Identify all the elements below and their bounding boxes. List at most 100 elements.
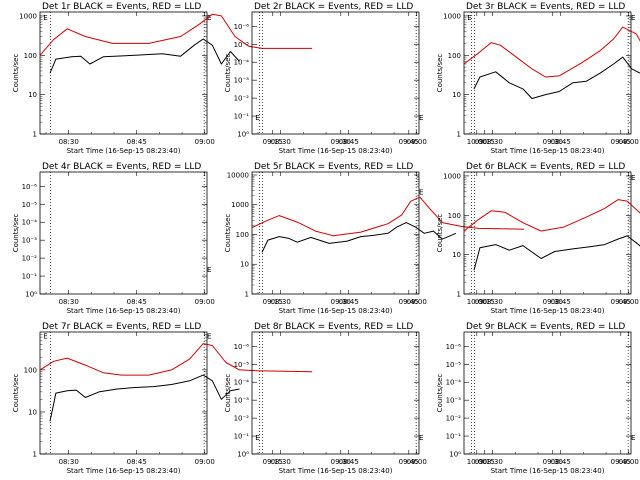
y-tick-label: 100: [24, 52, 37, 60]
y-tick-label: 10⁻⁵: [234, 361, 250, 369]
x-tick-label: 09:45: [611, 298, 631, 306]
y-tick-label: 10: [452, 91, 461, 99]
x-tick-label: 09:45: [399, 298, 419, 306]
y-tick-label: 10⁻⁴: [234, 59, 250, 67]
x-tick-label: 08:30: [271, 458, 291, 466]
panel-title: Det 2r BLACK = Events, RED = LLD: [254, 2, 413, 12]
x-tick-label: 09:30: [331, 458, 351, 466]
x-tick-label: 09:00: [619, 138, 639, 146]
y-tick-label: 10⁻²: [22, 255, 38, 263]
y-tick-label: 10⁻⁶: [22, 183, 38, 191]
energy-marker-label: E: [419, 189, 423, 197]
y-tick-label: 1000: [443, 12, 461, 20]
y-axis-label: Counts/sec: [436, 54, 444, 93]
x-tick-label: 09:00: [407, 458, 427, 466]
plot-frame: [463, 11, 632, 135]
chart-panel-5: Det 5r BLACK = Events, RED = LLD 08:30 08:…: [224, 162, 631, 315]
y-tick-label: 10⁻³: [234, 397, 250, 405]
x-tick-label: 10:00: [467, 138, 487, 146]
plot-frame: [251, 11, 420, 135]
energy-marker-label: E: [419, 434, 423, 442]
y-tick-label: 10⁻⁴: [446, 379, 462, 387]
y-tick-label: 100: [448, 52, 461, 60]
panel-title: Det 5r BLACK = Events, RED = LLD: [254, 162, 413, 172]
plot-frame: [251, 171, 420, 295]
x-tick-label: 09:00: [407, 298, 427, 306]
plot-frame: [463, 331, 632, 455]
x-tick-label: 08:45: [339, 458, 359, 466]
y-tick-label: 10⁻⁵: [446, 361, 462, 369]
event-rate-line: [261, 222, 457, 253]
x-tick-label: 09:15: [263, 458, 283, 466]
y-tick-label: 1: [33, 131, 37, 139]
y-tick-label: 10⁰: [237, 451, 249, 459]
x-tick-label: 08:30: [483, 458, 503, 466]
x-tick-label: 09:30: [543, 458, 563, 466]
x-tick-label: 09:45: [611, 458, 631, 466]
y-tick-label: 10⁻⁴: [22, 219, 38, 227]
panel-title: Det 3r BLACK = Events, RED = LLD: [466, 2, 625, 12]
y-tick-label: 10⁰: [449, 451, 461, 459]
y-tick-label: 100: [236, 231, 249, 239]
x-tick-label: 09:00: [195, 458, 215, 466]
y-tick-label: 10⁻²: [234, 95, 250, 103]
x-tick-label: 09:00: [195, 298, 215, 306]
x-tick-label: 09:30: [543, 298, 563, 306]
plot-frame: [39, 171, 208, 295]
energy-marker-label: E: [467, 14, 471, 22]
event-rate-line: [49, 38, 240, 74]
chart-panel-2: Det 2r BLACK = Events, RED = LLD 08:30 08:…: [224, 2, 631, 155]
y-tick-label: 10: [28, 91, 37, 99]
energy-marker-label: E: [419, 114, 423, 122]
x-tick-label: 09:15: [475, 298, 495, 306]
y-tick-label: 1: [33, 451, 37, 459]
y-tick-label: 10⁻⁶: [234, 343, 250, 351]
x-axis-label: Start Time (16-Sep-15 08:23:40): [279, 467, 393, 475]
x-tick-label: 10:00: [467, 458, 487, 466]
lld-rate-line: [463, 199, 640, 232]
y-tick-label: 10⁻²: [446, 415, 462, 423]
y-tick-label: 1000: [19, 12, 37, 20]
panel-title: Det 6r BLACK = Events, RED = LLD: [466, 162, 625, 172]
y-axis-label: Counts/sec: [224, 54, 232, 93]
x-tick-label: 08:30: [59, 138, 79, 146]
x-tick-label: 09:30: [331, 138, 351, 146]
y-tick-label: 10⁻⁵: [234, 41, 250, 49]
x-tick-label: 09:15: [263, 138, 283, 146]
x-axis-label: Start Time (16-Sep-15 08:23:40): [491, 147, 605, 155]
panel-title: Det 9r BLACK = Events, RED = LLD: [466, 322, 625, 332]
energy-marker-label: E: [43, 332, 47, 340]
x-tick-label: 08:45: [127, 298, 147, 306]
y-tick-label: 10⁻³: [22, 237, 38, 245]
y-tick-label: 10⁻¹: [234, 113, 250, 121]
y-tick-label: 10⁻³: [234, 77, 250, 85]
chart-panel-4: Det 4r BLACK = Events, RED = LLD 08:30 08:…: [12, 162, 487, 315]
energy-marker-label: E: [255, 114, 259, 122]
lld-rate-line: [251, 196, 525, 237]
x-tick-label: 09:00: [407, 138, 427, 146]
y-tick-label: 10⁻³: [446, 397, 462, 405]
y-tick-label: 10⁰: [237, 131, 249, 139]
chart-panel-8: Det 8r BLACK = Events, RED = LLD 08:30 08:…: [224, 322, 631, 475]
plot-frame: [251, 331, 420, 455]
plot-frame: [39, 11, 208, 135]
y-tick-label: 100: [448, 212, 461, 220]
x-tick-label: 09:00: [195, 138, 215, 146]
x-tick-label: 09:45: [611, 138, 631, 146]
x-tick-label: 10:00: [467, 298, 487, 306]
panel-title: Det 4r BLACK = Events, RED = LLD: [42, 162, 201, 172]
y-axis-label: Counts/sec: [12, 374, 20, 413]
x-tick-label: 08:30: [59, 458, 79, 466]
x-tick-label: 09:00: [619, 298, 639, 306]
x-tick-label: 08:30: [483, 138, 503, 146]
x-axis-label: Start Time (16-Sep-15 08:23:40): [279, 147, 393, 155]
chart-panel-7: Det 7r BLACK = Events, RED = LLD 08:30 08:…: [12, 322, 487, 475]
y-axis-label: Counts/sec: [436, 214, 444, 253]
y-tick-label: 10: [452, 251, 461, 259]
x-axis-label: Start Time (16-Sep-15 08:23:40): [67, 307, 181, 315]
energy-marker-label: E: [631, 14, 635, 22]
lld-rate-line: [463, 26, 640, 78]
x-tick-label: 09:30: [331, 298, 351, 306]
y-axis-label: Counts/sec: [224, 214, 232, 253]
